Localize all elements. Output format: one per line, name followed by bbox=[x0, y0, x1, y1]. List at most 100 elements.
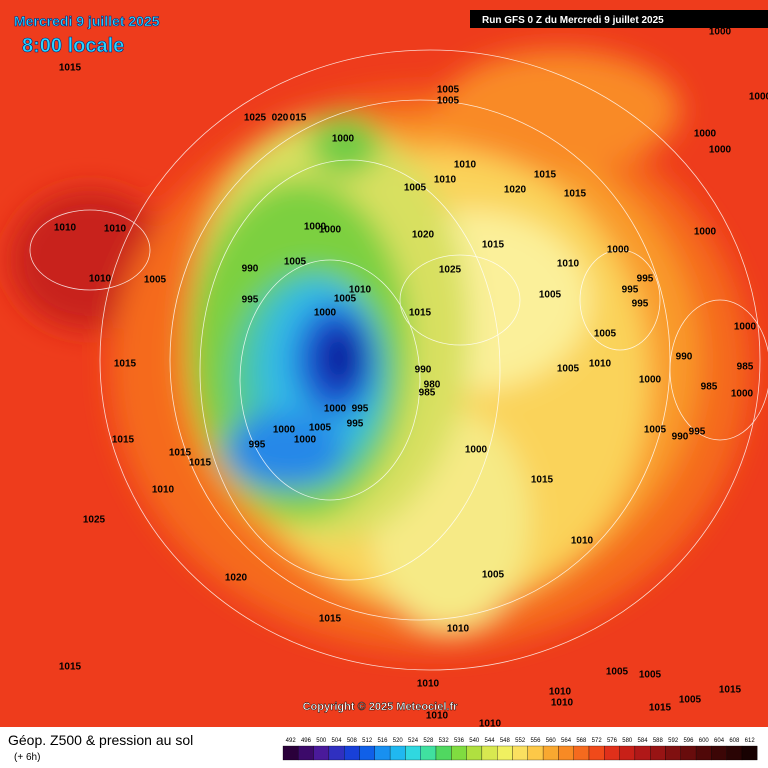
isobar-label: 1000 bbox=[332, 134, 355, 145]
legend-tick: 500 bbox=[316, 738, 327, 744]
legend-swatch bbox=[359, 745, 375, 761]
legend-tick: 520 bbox=[393, 738, 404, 744]
geopotential-field bbox=[0, 0, 768, 727]
isobar-label: 980 bbox=[424, 380, 441, 391]
isobar-label: 1015 bbox=[482, 240, 505, 251]
isobar-label: 1000 bbox=[709, 145, 732, 156]
isobar-label: 1000 bbox=[607, 245, 630, 256]
run-label-box bbox=[470, 10, 768, 28]
isobar-label: 990 bbox=[672, 432, 689, 443]
legend-tick: 552 bbox=[515, 738, 526, 744]
legend-swatch bbox=[481, 745, 498, 761]
isobar-label: 1025 bbox=[83, 515, 106, 526]
legend-swatch bbox=[344, 745, 360, 761]
isobar-label: 1015 bbox=[114, 359, 137, 370]
legend-swatch bbox=[282, 745, 299, 761]
legend-tick: 496 bbox=[301, 738, 312, 744]
isobar-label: 985 bbox=[737, 362, 754, 373]
legend-tick: 492 bbox=[286, 738, 297, 744]
isobar-label: 995 bbox=[622, 285, 639, 296]
isobar-label: 1015 bbox=[409, 308, 432, 319]
color-legend: 492 496 500 504 508 512 516 520 524 528 532 536 540 5… bbox=[282, 738, 758, 761]
isobar-label: 1010 bbox=[551, 698, 574, 709]
legend-swatch bbox=[527, 745, 544, 761]
legend-tick: 592 bbox=[668, 738, 679, 744]
isobar-label: 1010 bbox=[454, 160, 477, 171]
isobar-label: 1015 bbox=[169, 448, 192, 459]
legend-swatch bbox=[389, 745, 406, 761]
isobar-label: 1010 bbox=[589, 359, 612, 370]
isobar-label: 1025 bbox=[439, 265, 462, 276]
isobar-label: 1005 bbox=[606, 667, 629, 678]
isobar-label: 1010 bbox=[447, 624, 470, 635]
isobar-label: 1005 bbox=[404, 183, 427, 194]
legend-tick: 528 bbox=[423, 738, 434, 744]
isobar-label: 1010 bbox=[104, 224, 127, 235]
isobar-label: 1000 bbox=[694, 227, 717, 238]
isobar-label: 1005 bbox=[539, 290, 562, 301]
legend-swatch bbox=[542, 745, 559, 761]
isobar-label: 1000 bbox=[319, 225, 342, 236]
legend-swatch bbox=[298, 745, 314, 761]
isobar-label: 1005 bbox=[437, 85, 460, 96]
legend-tick: 564 bbox=[561, 738, 572, 744]
isobar-label: 1010 bbox=[557, 259, 580, 270]
isobar-label: 1015 bbox=[649, 703, 672, 714]
isobar-label: 1000 bbox=[734, 322, 757, 333]
legend-swatch bbox=[313, 745, 330, 761]
isobar-label: 995 bbox=[249, 440, 266, 451]
legend-swatch bbox=[650, 745, 666, 761]
isobar-label: 1005 bbox=[557, 364, 580, 375]
run-label: Run GFS 0 Z du Mercredi 9 juillet 2025 bbox=[482, 15, 664, 26]
isobar-label: 1020 bbox=[412, 230, 435, 241]
isobar-label: 1000 bbox=[731, 389, 754, 400]
isobar-label: 1010 bbox=[54, 223, 77, 234]
legend-swatch bbox=[680, 745, 697, 761]
isobar-label: 015 bbox=[290, 113, 307, 124]
legend-swatch bbox=[405, 745, 421, 761]
isobar-label: 1015 bbox=[531, 475, 554, 486]
isobar-label: 1010 bbox=[89, 274, 112, 285]
isobar-label: 1000 bbox=[465, 445, 488, 456]
isobar-label: 1025 bbox=[244, 113, 267, 124]
legend-tick: 556 bbox=[530, 738, 541, 744]
isobar-label: 985 bbox=[701, 382, 718, 393]
isobar-label: 1020 bbox=[225, 573, 248, 584]
legend-tick: 588 bbox=[653, 738, 664, 744]
legend-tick: 512 bbox=[362, 738, 373, 744]
legend-tick: 568 bbox=[576, 738, 587, 744]
legend-swatch bbox=[665, 745, 681, 761]
isobar-label: 1000 bbox=[749, 92, 768, 103]
footer-title: Géop. Z500 & pression au sol bbox=[8, 732, 193, 748]
isobar-label: 1015 bbox=[319, 614, 342, 625]
isobar-label: 1010 bbox=[479, 719, 502, 730]
isobar-label: 1010 bbox=[426, 711, 449, 722]
isobar-label: 1005 bbox=[334, 294, 357, 305]
legend-swatch bbox=[451, 745, 467, 761]
isobar-label: 1010 bbox=[434, 175, 457, 186]
isobar-label: 990 bbox=[242, 264, 259, 275]
legend-tick: 576 bbox=[607, 738, 618, 744]
isobar-label: 1010 bbox=[152, 485, 175, 496]
isobar-label: 1010 bbox=[349, 285, 372, 296]
isobar-label: 1015 bbox=[564, 189, 587, 200]
legend-tick: 532 bbox=[439, 738, 450, 744]
legend-swatch bbox=[466, 745, 483, 761]
legend-swatch bbox=[512, 745, 528, 761]
legend-tick: 560 bbox=[546, 738, 557, 744]
legend-swatch bbox=[588, 745, 605, 761]
legend-swatch bbox=[573, 745, 590, 761]
footer-lead: (+ 6h) bbox=[14, 752, 40, 763]
isobar-label: 1015 bbox=[112, 435, 135, 446]
legend-tick: 584 bbox=[638, 738, 649, 744]
legend-swatch bbox=[711, 745, 727, 761]
isobar-label: 1000 bbox=[273, 425, 296, 436]
legend-tick: 612 bbox=[745, 738, 756, 744]
isobar-label: 1015 bbox=[189, 458, 212, 469]
legend-swatch bbox=[634, 745, 651, 761]
copyright: Copyright © 2025 Meteociel.fr bbox=[303, 701, 459, 713]
legend-tick: 604 bbox=[714, 738, 725, 744]
isobar-label: 1005 bbox=[679, 695, 702, 706]
